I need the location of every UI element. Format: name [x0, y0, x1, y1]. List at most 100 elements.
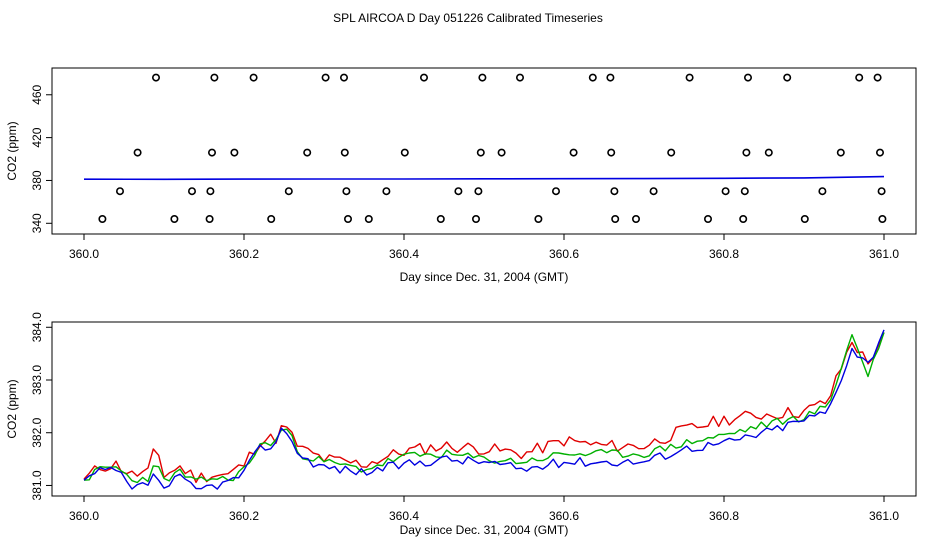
data-point: [419, 73, 428, 82]
x-tick-label: 361.0: [869, 247, 899, 261]
data-point: [721, 187, 730, 196]
y-tick-label: 381.0: [30, 470, 44, 500]
data-point: [607, 148, 616, 157]
data-point: [454, 187, 463, 196]
data-point: [210, 73, 219, 82]
top-y-axis: 340 380 420 460: [30, 84, 52, 233]
data-point: [783, 73, 792, 82]
data-point: [342, 187, 351, 196]
data-point: [116, 187, 125, 196]
bottom-y-axis: 381.0 382.0 383.0 384.0: [30, 312, 52, 500]
data-point: [877, 187, 886, 196]
top-x-axis-label: Day since Dec. 31, 2004 (GMT): [400, 270, 569, 284]
series-blue-line: [83, 329, 885, 490]
data-point: [205, 215, 214, 224]
y-tick-label: 384.0: [30, 312, 44, 342]
data-point: [98, 215, 107, 224]
data-point: [740, 187, 749, 196]
data-point: [685, 73, 694, 82]
data-point: [188, 187, 197, 196]
bottom-x-axis-label: Day since Dec. 31, 2004 (GMT): [400, 523, 569, 537]
data-point: [836, 148, 845, 157]
data-point: [743, 73, 752, 82]
data-point: [436, 215, 445, 224]
data-point: [133, 148, 142, 157]
data-point: [611, 215, 620, 224]
y-tick-label: 340: [30, 213, 44, 233]
bottom-plot-frame: [51, 321, 917, 497]
x-tick-label: 360.0: [69, 247, 99, 261]
x-tick-label: 360.4: [389, 509, 419, 523]
data-point: [471, 215, 480, 224]
data-point: [855, 73, 864, 82]
bottom-y-axis-label: CO2 (ppm): [5, 379, 19, 438]
y-tick-label: 383.0: [30, 365, 44, 395]
data-point: [742, 148, 751, 157]
data-point: [739, 215, 748, 224]
y-tick-label: 382.0: [30, 417, 44, 447]
data-point: [649, 187, 658, 196]
x-tick-label: 360.2: [229, 509, 259, 523]
data-point: [170, 215, 179, 224]
data-point: [208, 148, 217, 157]
x-tick-label: 360.4: [389, 247, 419, 261]
data-point: [339, 73, 348, 82]
data-point: [515, 73, 524, 82]
data-point: [667, 148, 676, 157]
top-series-line: [83, 175, 885, 181]
series-red-line: [83, 332, 885, 484]
data-point: [606, 73, 615, 82]
data-point: [476, 148, 485, 157]
data-point: [152, 73, 161, 82]
x-tick-label: 360.8: [709, 247, 739, 261]
x-tick-label: 361.0: [869, 509, 899, 523]
data-point: [875, 148, 884, 157]
data-point: [206, 187, 215, 196]
data-point: [610, 187, 619, 196]
data-point: [878, 215, 887, 224]
top-plot-frame: [51, 67, 917, 235]
data-point: [340, 148, 349, 157]
x-tick-label: 360.6: [549, 247, 579, 261]
data-point: [343, 215, 352, 224]
data-point: [284, 187, 293, 196]
x-tick-label: 360.2: [229, 247, 259, 261]
data-point: [703, 215, 712, 224]
data-point: [818, 187, 827, 196]
top-y-axis-label: CO2 (ppm): [5, 121, 19, 180]
top-scatter-points: [98, 73, 887, 224]
data-point: [364, 215, 373, 224]
x-tick-label: 360.0: [69, 509, 99, 523]
data-point: [551, 187, 560, 196]
data-point: [400, 148, 409, 157]
data-point: [249, 73, 258, 82]
y-tick-label: 420: [30, 127, 44, 147]
series-green-line: [83, 332, 885, 484]
data-point: [569, 148, 578, 157]
y-tick-label: 460: [30, 84, 44, 104]
data-point: [303, 148, 312, 157]
data-point: [474, 187, 483, 196]
data-point: [873, 73, 882, 82]
x-tick-label: 360.6: [549, 509, 579, 523]
data-point: [588, 73, 597, 82]
data-point: [267, 215, 276, 224]
data-point: [631, 215, 640, 224]
data-point: [497, 148, 506, 157]
figure-title: SPL AIRCOA D Day 051226 Calibrated Times…: [333, 11, 603, 25]
data-point: [534, 215, 543, 224]
data-point: [230, 148, 239, 157]
bottom-series-lines: [83, 329, 885, 490]
co2-mean-line: [83, 175, 885, 181]
y-tick-label: 380: [30, 170, 44, 190]
data-point: [764, 148, 773, 157]
data-point: [800, 215, 809, 224]
top-x-axis: 360.0 360.2 360.4 360.6 360.8 361.0: [69, 234, 899, 261]
data-point: [382, 187, 391, 196]
bottom-panel: 381.0 382.0 383.0 384.0 360.0 360.2 360.4 360.…: [5, 312, 917, 537]
data-point: [321, 73, 330, 82]
x-tick-label: 360.8: [709, 509, 739, 523]
data-point: [478, 73, 487, 82]
